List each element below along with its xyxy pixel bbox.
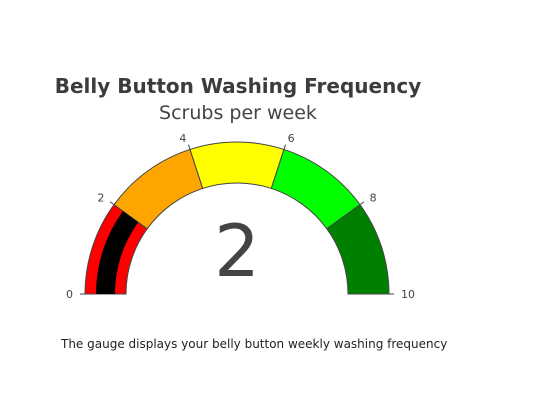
gauge-tick-label: 2 [97, 192, 104, 205]
gauge-tick-label: 6 [288, 132, 295, 145]
gauge-bar [96, 211, 139, 294]
gauge-value: 2 [214, 209, 260, 293]
gauge-value-bar [96, 211, 139, 294]
gauge-tick-mark [359, 201, 365, 206]
chart-title: Belly Button Washing Frequency [55, 74, 421, 98]
gauge-tick-mark [109, 201, 115, 206]
gauge-tick-mark [283, 144, 286, 150]
gauge-ticks: 0 2 4 6 8 10 [66, 132, 415, 301]
gauge-tick-label: 8 [370, 192, 377, 205]
gauge-tick-mark [188, 144, 191, 150]
chart-subtitle: Scrubs per week [159, 102, 317, 124]
gauge-tick-label: 0 [66, 288, 73, 301]
gauge-tick-label: 10 [401, 288, 415, 301]
gauge-step-2 [189, 141, 285, 190]
gauge-tick-label: 4 [179, 132, 186, 145]
chart-caption: The gauge displays your belly button wee… [61, 337, 448, 351]
